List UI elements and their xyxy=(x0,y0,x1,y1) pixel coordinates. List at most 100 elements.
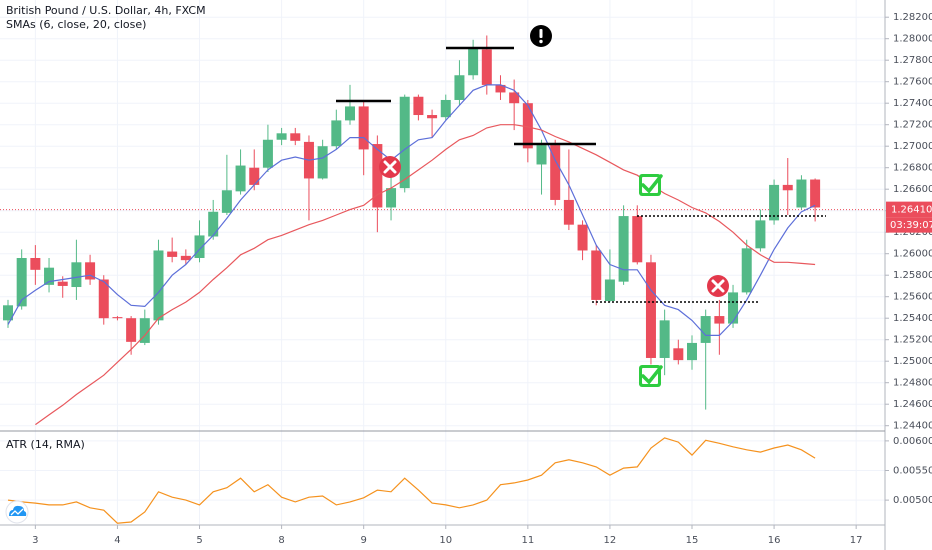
candle-body xyxy=(468,48,479,76)
candle-body xyxy=(741,248,752,293)
cross-icon xyxy=(379,156,401,178)
y-tick-label: 1.28200 xyxy=(893,12,932,23)
candle-body xyxy=(208,211,219,237)
x-tick-label: 17 xyxy=(850,535,863,546)
candle-body xyxy=(481,49,492,85)
candle-body xyxy=(331,120,342,147)
exclamation-icon xyxy=(530,25,552,47)
candle-body xyxy=(317,146,328,179)
x-tick-label: 3 xyxy=(32,535,38,546)
y-tick-label: 1.25400 xyxy=(893,313,932,324)
candle-body xyxy=(180,255,191,261)
y-tick-label: 1.25600 xyxy=(893,292,932,303)
candle-body xyxy=(659,320,670,358)
candle-body xyxy=(413,96,424,116)
candle-body xyxy=(85,262,96,280)
sma-line xyxy=(7,84,816,336)
y-tick-label: 1.26600 xyxy=(893,184,932,195)
candle-body xyxy=(810,179,821,208)
candle-body xyxy=(427,115,438,119)
atr-pane xyxy=(7,437,816,524)
candle-body xyxy=(30,258,41,270)
candle-body xyxy=(358,106,369,150)
candle-body xyxy=(262,139,273,168)
cross-icon xyxy=(707,275,729,297)
x-tick-label: 16 xyxy=(768,535,781,546)
candle-body xyxy=(153,250,164,321)
y-tick-label: 1.25800 xyxy=(893,270,932,281)
candle-body xyxy=(796,179,807,208)
candle-body xyxy=(536,145,547,165)
x-tick-label: 10 xyxy=(439,535,452,546)
candle-body xyxy=(509,92,520,104)
candle-body xyxy=(714,316,725,324)
chart-title: British Pound / U.S. Dollar, 4h, FXCM xyxy=(6,4,206,17)
candle-body xyxy=(632,216,643,263)
candle-body xyxy=(290,133,301,141)
x-tick-label: 12 xyxy=(604,535,617,546)
last-price-box xyxy=(886,201,932,218)
x-tick-label: 4 xyxy=(114,535,120,546)
y-tick-label: 1.26200 xyxy=(893,227,932,238)
grid xyxy=(0,0,885,525)
candle-body xyxy=(604,279,615,301)
y-tick-label: 0.00600 xyxy=(893,436,932,447)
y-tick-label: 1.26000 xyxy=(893,249,932,260)
countdown-label: 03:39:07 xyxy=(890,220,932,231)
candle-body xyxy=(440,99,451,118)
atr-line xyxy=(7,437,816,524)
axes: 1.28200 1.28000 1.27800 1.27600 1.27400 1.272… xyxy=(32,12,932,546)
candle-body xyxy=(44,267,55,285)
x-tick-label: 8 xyxy=(278,535,284,546)
candle-body xyxy=(577,224,588,251)
y-tick-label: 1.24800 xyxy=(893,378,932,389)
annotations xyxy=(5,25,826,524)
candle-body xyxy=(399,96,410,189)
check-icon xyxy=(639,365,663,387)
candle-body xyxy=(550,145,561,200)
y-tick-label: 1.28000 xyxy=(893,34,932,45)
candle-body xyxy=(139,318,150,343)
candle-body xyxy=(454,75,465,100)
candle-body xyxy=(57,281,68,286)
y-tick-label: 1.27200 xyxy=(893,120,932,131)
price-pane xyxy=(0,35,885,426)
candle-body xyxy=(495,84,506,93)
candle-body xyxy=(700,316,711,343)
candle-body xyxy=(16,258,27,307)
candle-body xyxy=(591,250,602,300)
y-tick-label: 1.27600 xyxy=(893,77,932,88)
y-tick-label: 0.00550 xyxy=(893,466,932,477)
candle-body xyxy=(687,342,697,361)
y-tick-label: 1.24400 xyxy=(893,421,932,432)
candle-body xyxy=(221,190,232,213)
candle-body xyxy=(673,348,684,361)
x-tick-label: 5 xyxy=(196,535,202,546)
candle-body xyxy=(194,235,205,258)
candle-body xyxy=(386,188,397,208)
candle-body xyxy=(372,144,383,208)
candle-body xyxy=(3,305,13,321)
y-tick-label: 0.00500 xyxy=(893,495,932,506)
candle-body xyxy=(645,262,656,358)
sma-line xyxy=(35,124,816,426)
candle-body xyxy=(755,220,766,249)
candle-body xyxy=(71,262,82,288)
y-tick-label: 1.27000 xyxy=(893,141,932,152)
y-tick-label: 1.24600 xyxy=(893,399,932,410)
logo xyxy=(5,500,29,524)
candle-body xyxy=(276,133,287,140)
y-tick-label: 1.26800 xyxy=(893,163,932,174)
candle-body xyxy=(112,317,123,319)
countdown-box xyxy=(886,217,932,233)
candle-body xyxy=(728,292,739,324)
candle-body xyxy=(345,106,355,121)
candle-body xyxy=(98,279,109,319)
candle-body xyxy=(522,103,533,149)
x-tick-label: 9 xyxy=(360,535,366,546)
candle-body xyxy=(235,165,246,192)
last-price-label: 1.26410 xyxy=(891,205,932,216)
y-tick-label: 1.25200 xyxy=(893,335,932,346)
candle-body xyxy=(563,199,574,225)
